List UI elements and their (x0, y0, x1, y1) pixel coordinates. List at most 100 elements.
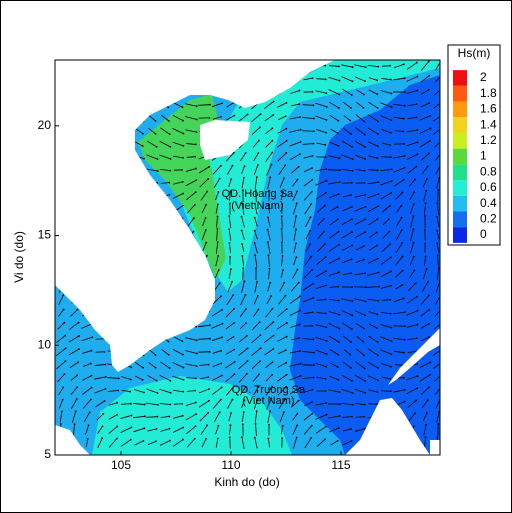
arrow (329, 141, 339, 147)
arrow (199, 178, 209, 188)
arrow-head (324, 377, 327, 380)
arrow (68, 348, 80, 356)
arrow (238, 373, 248, 383)
arrow-head (390, 119, 393, 122)
arrow (303, 401, 313, 407)
arrow-head (402, 63, 405, 66)
arrow-head (325, 284, 327, 287)
arrow (408, 412, 416, 422)
arrow (251, 347, 261, 357)
arrow-head (194, 425, 197, 428)
arrow (341, 140, 353, 148)
arrow-head (240, 229, 243, 232)
arrow-head (181, 340, 184, 343)
arrow-head (338, 107, 340, 109)
colorbar-swatch (453, 211, 467, 228)
arrow-head (90, 362, 92, 365)
arrow-head (116, 437, 118, 440)
arrow-head (245, 372, 248, 375)
arrow-head (90, 349, 93, 352)
arrow (419, 362, 431, 368)
arrow-head (376, 341, 379, 343)
arrow-head (364, 80, 366, 83)
arrow-head (220, 362, 223, 365)
arrow (367, 114, 379, 122)
arrow-head (401, 255, 404, 258)
arrow-head (400, 204, 403, 207)
arrow (199, 364, 209, 366)
arrow-head (259, 347, 262, 350)
arrow-head (363, 415, 366, 418)
arrow (226, 294, 234, 306)
arrow (367, 272, 379, 276)
arrow (289, 141, 301, 147)
arrow-head (194, 155, 197, 158)
arrow-head (259, 334, 262, 337)
arrow (146, 402, 158, 406)
arrow-head (338, 257, 341, 260)
arrow (328, 181, 340, 185)
arrow (70, 386, 78, 396)
arrow (212, 350, 222, 354)
arrow-head (208, 324, 211, 327)
arrow (212, 387, 222, 395)
arrow (369, 232, 377, 238)
arrow-head (350, 206, 353, 208)
arrow-head (350, 328, 353, 330)
arrow (380, 257, 392, 265)
arrow-head (281, 255, 284, 257)
colorbar-swatch (453, 164, 467, 181)
arrow (355, 114, 365, 122)
arrow-head (337, 218, 339, 221)
arrow-head (242, 411, 245, 413)
arrow (380, 102, 392, 108)
arrow (315, 336, 327, 342)
arrow (173, 181, 183, 185)
arrow (316, 243, 326, 253)
colorbar-swatch (453, 227, 467, 243)
arrow (214, 269, 220, 279)
arrow-head (312, 297, 315, 299)
arrow-head (267, 254, 270, 257)
arrow (367, 181, 379, 185)
arrow-head (204, 229, 207, 231)
arrow (241, 400, 245, 408)
arrow-head (218, 282, 221, 285)
arrow-head (168, 181, 171, 184)
arrow-head (195, 413, 197, 416)
arrow-head (376, 79, 379, 82)
arrow (251, 360, 261, 370)
arrow-head (182, 366, 185, 369)
arrow-head (117, 389, 120, 392)
arrow-head (311, 178, 314, 181)
arrow-head (350, 440, 353, 442)
arrow-head (339, 403, 341, 405)
arrow (58, 387, 64, 395)
arrow (264, 101, 274, 109)
arrow-head (309, 216, 312, 219)
arrow-head (182, 378, 185, 381)
arrow-head (337, 230, 340, 233)
arrow-head (364, 314, 366, 317)
arrow (381, 156, 391, 158)
y-tick-label: 15 (38, 228, 52, 242)
arrow-head (299, 362, 302, 365)
arrow (354, 388, 366, 394)
arrow-head (281, 203, 284, 206)
arrow (268, 204, 270, 214)
arrow (264, 321, 274, 331)
arrow-head (338, 65, 340, 68)
arrow (342, 440, 352, 446)
arrow-head (129, 390, 131, 393)
arrow (329, 231, 339, 239)
arrow (406, 296, 418, 304)
arrow (395, 229, 403, 241)
arrow (186, 191, 196, 201)
arrow-head (323, 217, 325, 220)
arrow-head (416, 363, 418, 365)
arrow-head (257, 308, 260, 311)
arrow (278, 295, 286, 305)
arrow-head (427, 88, 430, 91)
arrow (160, 361, 170, 369)
arrow (160, 182, 170, 184)
